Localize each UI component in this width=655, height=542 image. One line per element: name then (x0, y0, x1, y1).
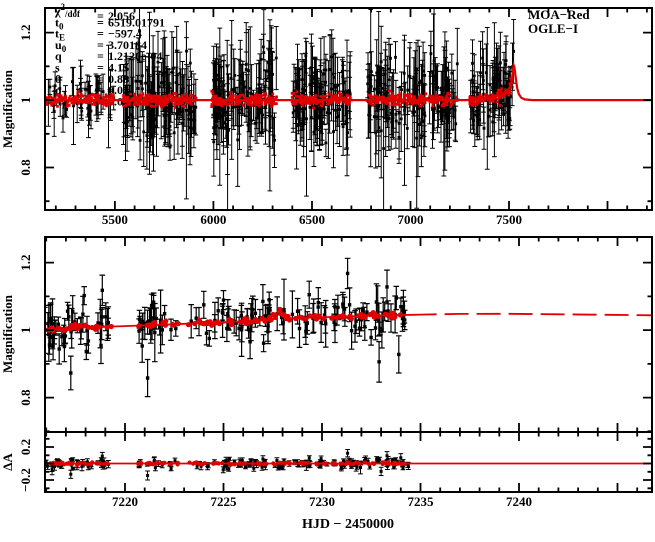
residual-ticks (45, 432, 652, 492)
middle-model-curve-dashed (412, 312, 652, 317)
param-tE: tE = −597.4 (55, 27, 142, 43)
top-x-tick-label: 5500 (102, 212, 128, 227)
panel-residual: 7220 7225 7230 7235 7240 −0.2 0.2 (18, 431, 653, 509)
residual-y-tick-label: −0.2 (18, 468, 33, 492)
top-x-tick-label: 6500 (299, 212, 325, 227)
middle-y-tick-label: 0.8 (18, 389, 33, 406)
residual-frame (44, 431, 653, 493)
top-y-tick-label: 0.8 (18, 159, 33, 176)
param-t0: t0 = 6519.01791 (55, 15, 165, 31)
top-x-tick-label: 7500 (496, 212, 522, 227)
residual-y-axis-title: ΔA (0, 453, 15, 471)
middle-data-layer (45, 257, 652, 398)
middle-model-curve (45, 306, 413, 330)
residual-x-tick-label: 7230 (309, 494, 335, 509)
top-frame (44, 7, 653, 211)
top-y-tick-label: 1.2 (18, 24, 33, 40)
residual-x-tick-label: 7240 (506, 494, 532, 509)
top-x-tick-label: 7000 (398, 212, 424, 227)
middle-ogle-i-points (45, 306, 403, 334)
residual-data-layer (45, 449, 652, 481)
residual-ogle-i-residuals-points (45, 459, 407, 468)
top-x-tick-label: 6000 (200, 212, 226, 227)
legend-moa-red: MOA−Red (528, 7, 590, 22)
residual-y-tick-label: 0.2 (18, 439, 33, 455)
legend-ogle-i: OGLE−I (528, 21, 578, 36)
middle-y-axis-title: Magnification (0, 294, 15, 373)
param-u0: u0 = 3.70184 (55, 38, 147, 54)
middle-frame (44, 236, 653, 433)
middle-ticks (45, 237, 652, 433)
panel-top: 5500 6000 6500 7000 7500 0.8 1 1.2 (18, 7, 653, 227)
middle-moa-red-points (45, 271, 407, 380)
top-ticks (45, 8, 652, 210)
top-model-curve (45, 61, 652, 102)
middle-y-tick-label: 1 (18, 327, 33, 334)
top-data-layer (45, 8, 652, 210)
middle-y-tick-label: 1.2 (18, 254, 33, 270)
residual-x-tick-label: 7225 (211, 494, 238, 509)
residual-x-tick-label: 7220 (112, 494, 138, 509)
x-axis-title: HJD − 2450000 (302, 517, 394, 532)
panel-middle: 0.8 1 1.2 (18, 236, 653, 433)
top-y-tick-label: 1 (18, 97, 33, 104)
residual-x-tick-label: 7235 (408, 494, 435, 509)
top-y-axis-title: Magnification (0, 69, 15, 148)
